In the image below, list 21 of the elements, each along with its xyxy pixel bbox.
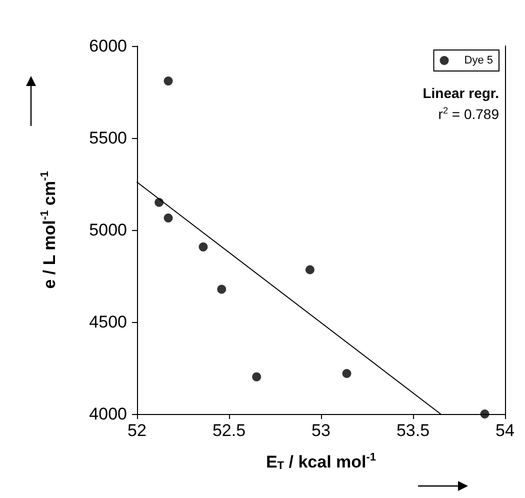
point	[164, 214, 173, 223]
x-tick-label: 52.5	[212, 421, 246, 440]
legend-label: Dye 5	[464, 54, 494, 66]
point	[217, 284, 226, 294]
point	[480, 410, 490, 418]
y-axis-title: e / L mol-1 cm-1	[39, 171, 59, 289]
y-tick-label: 4500	[89, 312, 127, 332]
y-tick-label: 5000	[89, 220, 127, 240]
y-tick-label: 6000	[89, 36, 127, 56]
x-tick-label: 53.5	[396, 421, 430, 440]
point	[164, 76, 173, 86]
x-tick-label: 54	[496, 421, 514, 440]
y-tick-label: 5500	[89, 128, 127, 148]
annotation: Linear regr.	[422, 85, 500, 101]
x-tick-label: 53	[312, 421, 330, 440]
x-tick-label: 52	[128, 421, 146, 440]
point	[305, 265, 314, 274]
point	[342, 369, 352, 378]
point	[252, 372, 262, 382]
point	[198, 242, 208, 252]
y-tick-label: 4000	[89, 404, 127, 424]
